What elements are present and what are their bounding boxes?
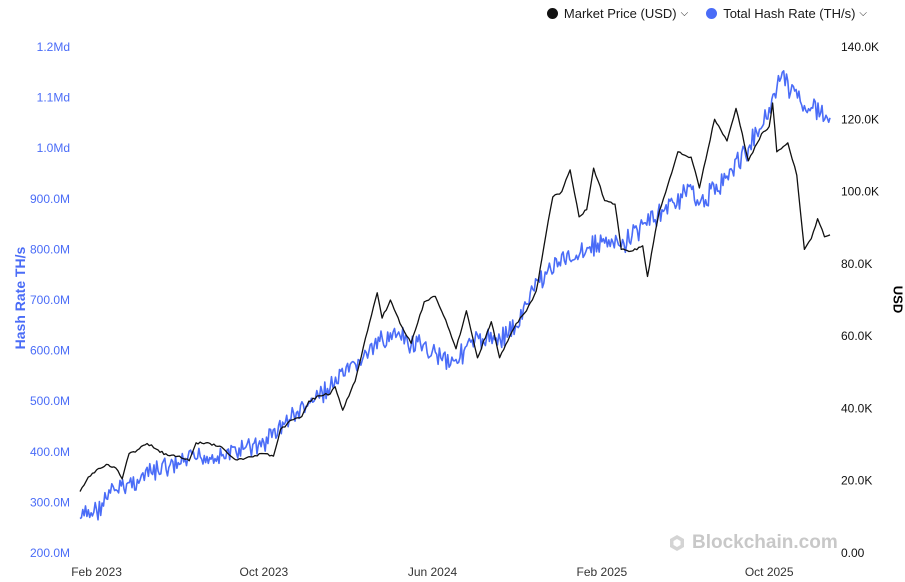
- x-axis-tick-label: Feb 2025: [577, 565, 628, 579]
- left-axis-tick-label: 500.0M: [30, 394, 70, 408]
- left-axis-tick-label: 400.0M: [30, 445, 70, 459]
- hashrate-series-line: [79, 70, 831, 521]
- right-axis-tick-label: 120.0K: [841, 112, 879, 126]
- right-axis-ticks: 0.00 20.0K 40.0K 60.0K 80.0K 100.0K 120.0K 140.…: [841, 40, 879, 560]
- left-axis-tick-label: 200.0M: [30, 546, 70, 560]
- left-axis-tick-label: 800.0M: [30, 242, 70, 256]
- hashrate-legend-label: Total Hash Rate (TH/s): [723, 6, 856, 21]
- right-axis-tick-label: 80.0K: [841, 257, 872, 271]
- left-axis-tick-label: 300.0M: [30, 495, 70, 509]
- price-legend-dot: [546, 8, 558, 19]
- hashrate-legend-dot: [706, 8, 718, 19]
- right-axis-tick-label: 100.0K: [841, 185, 879, 199]
- left-axis-tick-label: 700.0M: [30, 293, 70, 307]
- price-legend-label: Market Price (USD): [563, 6, 677, 21]
- left-axis-ticks: 200.0M 300.0M 400.0M 500.0M 600.0M 700.0M 800.…: [30, 40, 70, 560]
- legend-item-price[interactable]: Market Price (USD) ⌵: [546, 6, 689, 21]
- chevron-down-icon: ⌵: [859, 8, 867, 19]
- right-axis-tick-label: 0.00: [841, 546, 865, 560]
- x-axis-tick-label: Feb 2023: [71, 565, 122, 579]
- left-axis-tick-label: 1.0Md: [37, 141, 70, 155]
- legend-item-hashrate[interactable]: Total Hash Rate (TH/s) ⌵: [706, 6, 867, 21]
- x-axis-ticks: Feb 2023 Oct 2023 Jun 2024 Feb 2025 Oct 2025: [71, 565, 794, 579]
- left-axis-label: Hash Rate TH/s: [12, 246, 28, 350]
- right-axis-tick-label: 20.0K: [841, 474, 872, 488]
- chevron-down-icon: ⌵: [680, 8, 689, 19]
- left-axis-tick-label: 1.1Md: [37, 91, 70, 105]
- x-axis-tick-label: Oct 2025: [745, 565, 794, 579]
- right-axis-tick-label: 40.0K: [841, 401, 872, 415]
- right-axis-tick-label: 60.0K: [841, 329, 872, 343]
- chart-legend: Market Price (USD) ⌵ Total Hash Rate (TH…: [546, 6, 867, 21]
- x-axis-tick-label: Jun 2024: [408, 565, 458, 579]
- price-series-line: [79, 102, 831, 492]
- watermark-text: Blockchain.com: [692, 532, 838, 553]
- x-axis-tick-label: Oct 2023: [240, 565, 289, 579]
- left-axis-tick-label: 1.2Md: [37, 40, 70, 54]
- left-axis-tick-label: 600.0M: [30, 344, 70, 358]
- right-axis-tick-label: 140.0K: [841, 40, 879, 54]
- right-axis-label: USD: [890, 285, 905, 314]
- blockchain-logo-icon: [670, 535, 684, 551]
- watermark: Blockchain.com: [668, 532, 838, 554]
- left-axis-tick-label: 900.0M: [30, 192, 70, 206]
